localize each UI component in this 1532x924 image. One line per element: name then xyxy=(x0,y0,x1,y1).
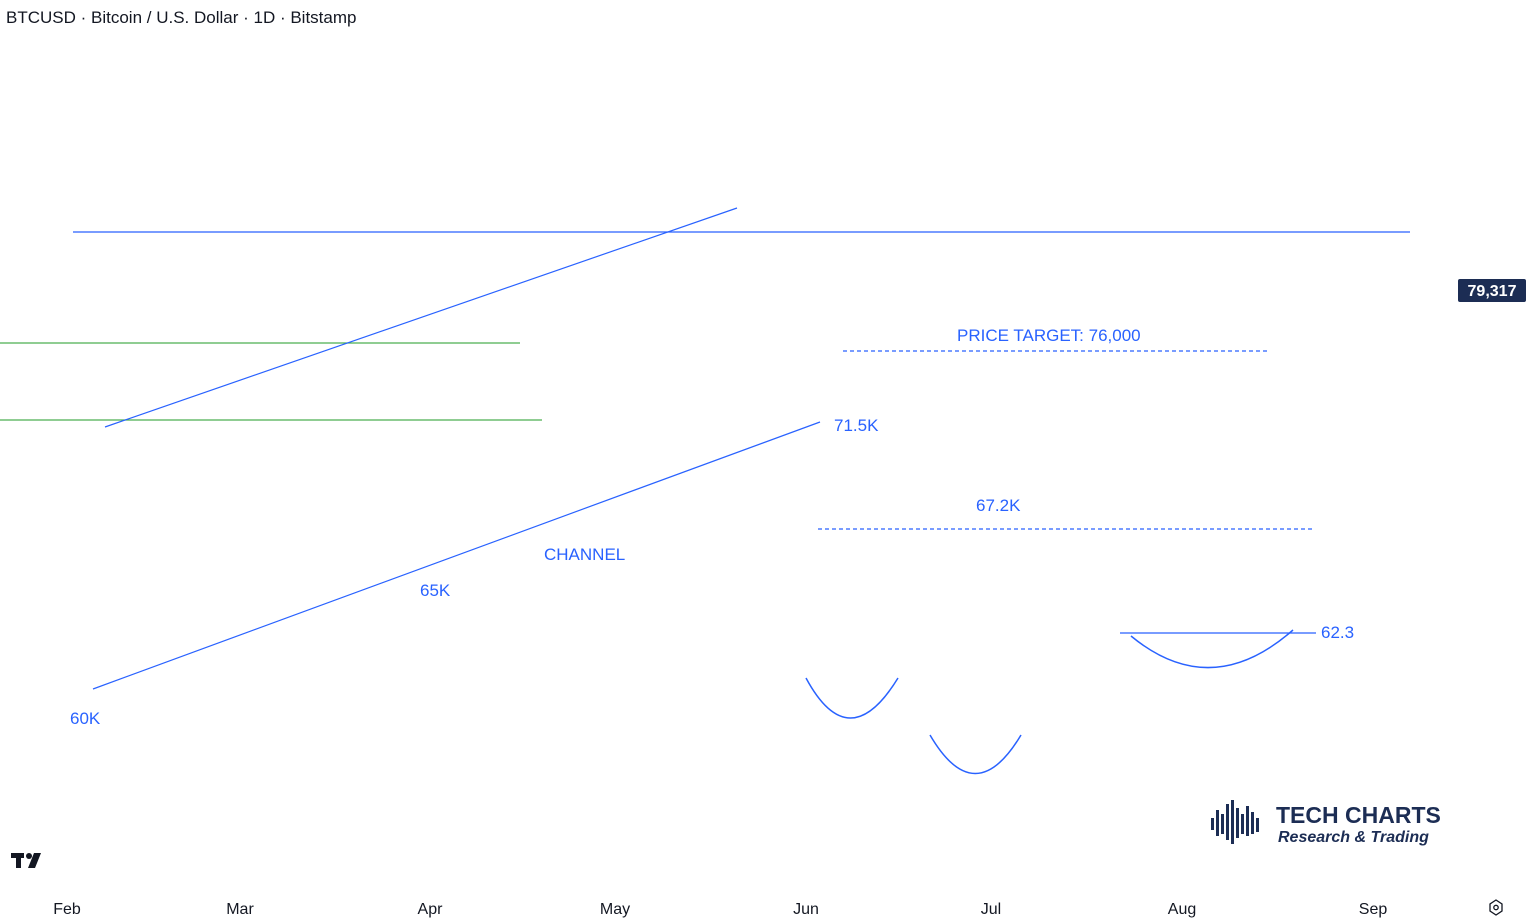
x-tick-label: Aug xyxy=(1168,901,1196,918)
x-tick-label: Sep xyxy=(1359,901,1388,918)
tech-charts-logo: TECH CHARTS Research & Trading xyxy=(1211,800,1441,846)
brand-tagline: Research & Trading xyxy=(1278,829,1429,846)
right-shoulder-arc xyxy=(1130,629,1294,669)
left-shoulder-arc xyxy=(805,677,899,719)
annotation-65k: 65K xyxy=(420,581,451,600)
annotation-67-2k: 67.2K xyxy=(976,496,1021,515)
drawings-layer xyxy=(0,207,1410,775)
channel-lower-line xyxy=(92,421,821,690)
x-tick-label: Jul xyxy=(981,901,1001,918)
tradingview-logo-icon xyxy=(11,853,41,868)
channel-upper-line xyxy=(104,207,738,428)
head-arc xyxy=(929,734,1022,775)
brand-name: TECH CHARTS xyxy=(1276,802,1441,828)
last-price-badge xyxy=(1458,279,1526,302)
x-tick-label: Feb xyxy=(53,901,81,918)
annotation-62-3: 62.3 xyxy=(1321,623,1354,642)
annotation-71-5k: 71.5K xyxy=(834,416,879,435)
x-tick-label: Apr xyxy=(418,901,444,918)
x-tick-label: Jun xyxy=(793,901,819,918)
annotation-channel: CHANNEL xyxy=(544,545,625,564)
gear-icon[interactable] xyxy=(1489,899,1503,916)
x-axis: Feb Mar Apr May Jun Jul Aug Sep xyxy=(53,901,1387,918)
tech-charts-logo-icon xyxy=(1211,800,1259,844)
x-tick-label: May xyxy=(600,901,630,918)
chart-title: BTCUSD · Bitcoin / U.S. Dollar · 1D · Bi… xyxy=(6,8,356,27)
x-tick-label: Mar xyxy=(226,901,254,918)
annotation-price-target: PRICE TARGET: 76,000 xyxy=(957,326,1141,345)
last-price-label: 79,317 xyxy=(1468,283,1517,300)
annotation-60k: 60K xyxy=(70,709,101,728)
